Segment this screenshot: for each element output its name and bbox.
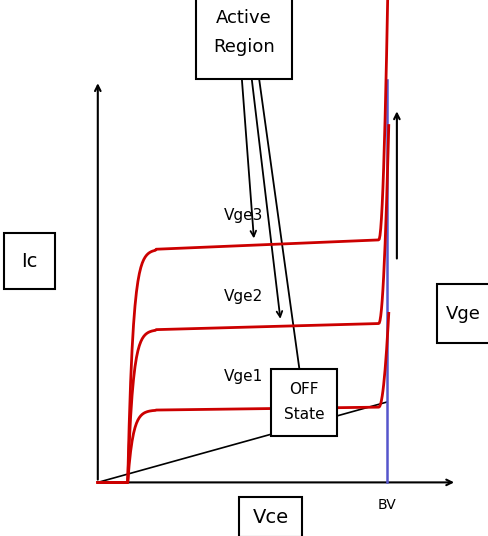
Text: BV: BV [377, 497, 396, 511]
FancyBboxPatch shape [436, 284, 488, 343]
FancyBboxPatch shape [196, 0, 291, 79]
FancyBboxPatch shape [270, 369, 336, 435]
Text: Vce: Vce [252, 508, 288, 527]
Text: Vge3: Vge3 [224, 208, 263, 223]
Text: Active
Region: Active Region [213, 9, 274, 56]
Text: Vge1: Vge1 [224, 369, 263, 384]
FancyBboxPatch shape [239, 497, 302, 536]
Text: OFF
State: OFF State [283, 382, 324, 422]
FancyBboxPatch shape [3, 233, 55, 289]
Text: Ic: Ic [21, 252, 38, 271]
Text: Vge2: Vge2 [224, 288, 263, 303]
Text: Vge: Vge [445, 304, 480, 323]
